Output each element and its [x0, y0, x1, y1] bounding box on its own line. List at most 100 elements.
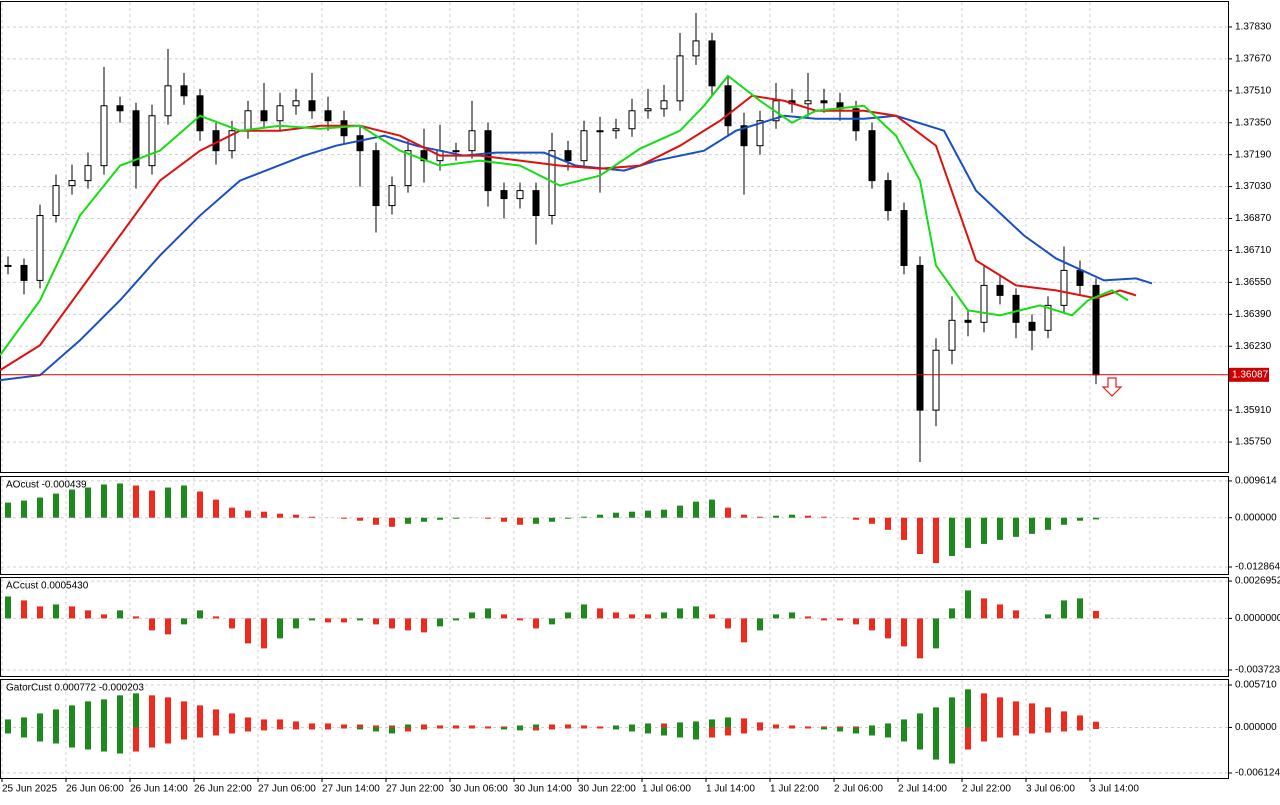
gator-bar: [277, 727, 283, 729]
histogram-bar: [597, 608, 603, 618]
gator-bar: [741, 727, 747, 733]
histogram-bar: [101, 614, 107, 618]
gator-bar: [85, 701, 91, 727]
candle-body: [165, 86, 171, 116]
x-tick-label: 1 Jul 14:00: [706, 784, 755, 795]
candle-body: [805, 101, 811, 104]
histogram-bar: [773, 614, 779, 618]
gator-bar: [373, 725, 379, 727]
gator-bar: [821, 726, 827, 727]
gator-bar: [629, 724, 635, 727]
sell-signal-arrow: [1103, 378, 1121, 396]
candle-body: [277, 106, 283, 121]
gator-bar: [117, 727, 123, 753]
histogram-bar: [1013, 518, 1019, 537]
gator-bar: [965, 727, 971, 749]
y-tick-label: 0.000000: [1235, 722, 1277, 733]
histogram-bar: [997, 518, 1003, 540]
gator-bar: [709, 719, 715, 727]
gator-bar: [581, 725, 587, 727]
candle-body: [1061, 270, 1067, 305]
histogram-bar: [901, 618, 907, 646]
histogram-bar: [661, 510, 667, 518]
histogram-bar: [37, 498, 43, 518]
gator-bar: [533, 724, 539, 727]
histogram-bar: [677, 608, 683, 618]
gator-bar: [1045, 707, 1051, 727]
gator-bar: [901, 719, 907, 727]
gator-bar: [69, 727, 75, 747]
gator-bar: [997, 727, 1003, 737]
histogram-bar: [229, 618, 235, 628]
histogram-bar: [245, 511, 251, 518]
candle-body: [629, 111, 635, 129]
candle-body: [725, 86, 731, 126]
histogram-bar: [389, 518, 395, 527]
gator-bar: [309, 723, 315, 727]
gator-bar: [389, 725, 395, 727]
histogram-bar: [453, 618, 459, 620]
gator-bar: [37, 713, 43, 727]
current-price-label: 1.36087: [1232, 369, 1269, 380]
gator-bar: [437, 727, 443, 728]
gator-bar: [501, 726, 507, 727]
candle-body: [469, 131, 475, 151]
x-tick-label: 27 Jun 06:00: [258, 784, 316, 795]
gator-bar: [629, 727, 635, 731]
histogram-bar: [277, 514, 283, 518]
gator-bar: [21, 727, 27, 737]
histogram-bar: [693, 502, 699, 518]
y-tick-label: 1.36390: [1235, 309, 1272, 320]
gator-bar: [533, 727, 539, 730]
x-tick-label: 3 Jul 14:00: [1090, 784, 1139, 795]
gator-bar: [965, 689, 971, 727]
candle-body: [709, 41, 715, 86]
gator-bar: [165, 727, 171, 743]
gator-bar: [1093, 727, 1099, 729]
histogram-bar: [1077, 598, 1083, 618]
moving-average-line: [0, 76, 1128, 355]
gator-bar: [773, 727, 779, 728]
gator-bar: [5, 719, 11, 727]
candle-body: [1077, 270, 1083, 285]
candle-body: [37, 216, 43, 281]
gator-bar: [261, 727, 267, 730]
gator-bar: [837, 726, 843, 727]
gator-bar: [341, 727, 347, 728]
gator-bar: [773, 724, 779, 727]
histogram-bar: [917, 518, 923, 554]
gator-bar: [453, 727, 459, 728]
candle-body: [965, 320, 971, 322]
x-tick-label: 26 Jun 22:00: [194, 784, 252, 795]
candle-body: [245, 111, 251, 131]
gator-bar: [757, 722, 763, 727]
candle-body: [357, 136, 363, 151]
histogram-bar: [21, 600, 27, 618]
histogram-bar: [261, 512, 267, 518]
candle-body: [517, 191, 523, 199]
histogram-bar: [1045, 614, 1051, 618]
gator-bar: [789, 727, 795, 728]
y-tick-label: 0.009614: [1235, 476, 1277, 487]
gator-bar: [517, 725, 523, 727]
y-tick-label: 1.37190: [1235, 149, 1272, 160]
histogram-bar: [53, 494, 59, 518]
histogram-bar: [1013, 610, 1019, 618]
y-tick-label: 0.0026952: [1235, 576, 1280, 587]
gator-bar: [725, 717, 731, 727]
histogram-bar: [949, 518, 955, 556]
y-tick-label: 0.000000: [1235, 512, 1277, 523]
candle-body: [677, 56, 683, 101]
histogram-bar: [341, 518, 347, 519]
gator-bar: [565, 724, 571, 727]
gator-bar: [229, 713, 235, 727]
candle-body: [69, 181, 75, 186]
x-tick-label: 27 Jun 14:00: [322, 784, 380, 795]
gator-bar: [853, 726, 859, 727]
histogram-bar: [69, 490, 75, 518]
histogram-bar: [757, 618, 763, 630]
y-tick-label: 1.35750: [1235, 437, 1272, 448]
histogram-bar: [597, 515, 603, 518]
histogram-bar: [117, 484, 123, 518]
histogram-bar: [421, 518, 427, 522]
